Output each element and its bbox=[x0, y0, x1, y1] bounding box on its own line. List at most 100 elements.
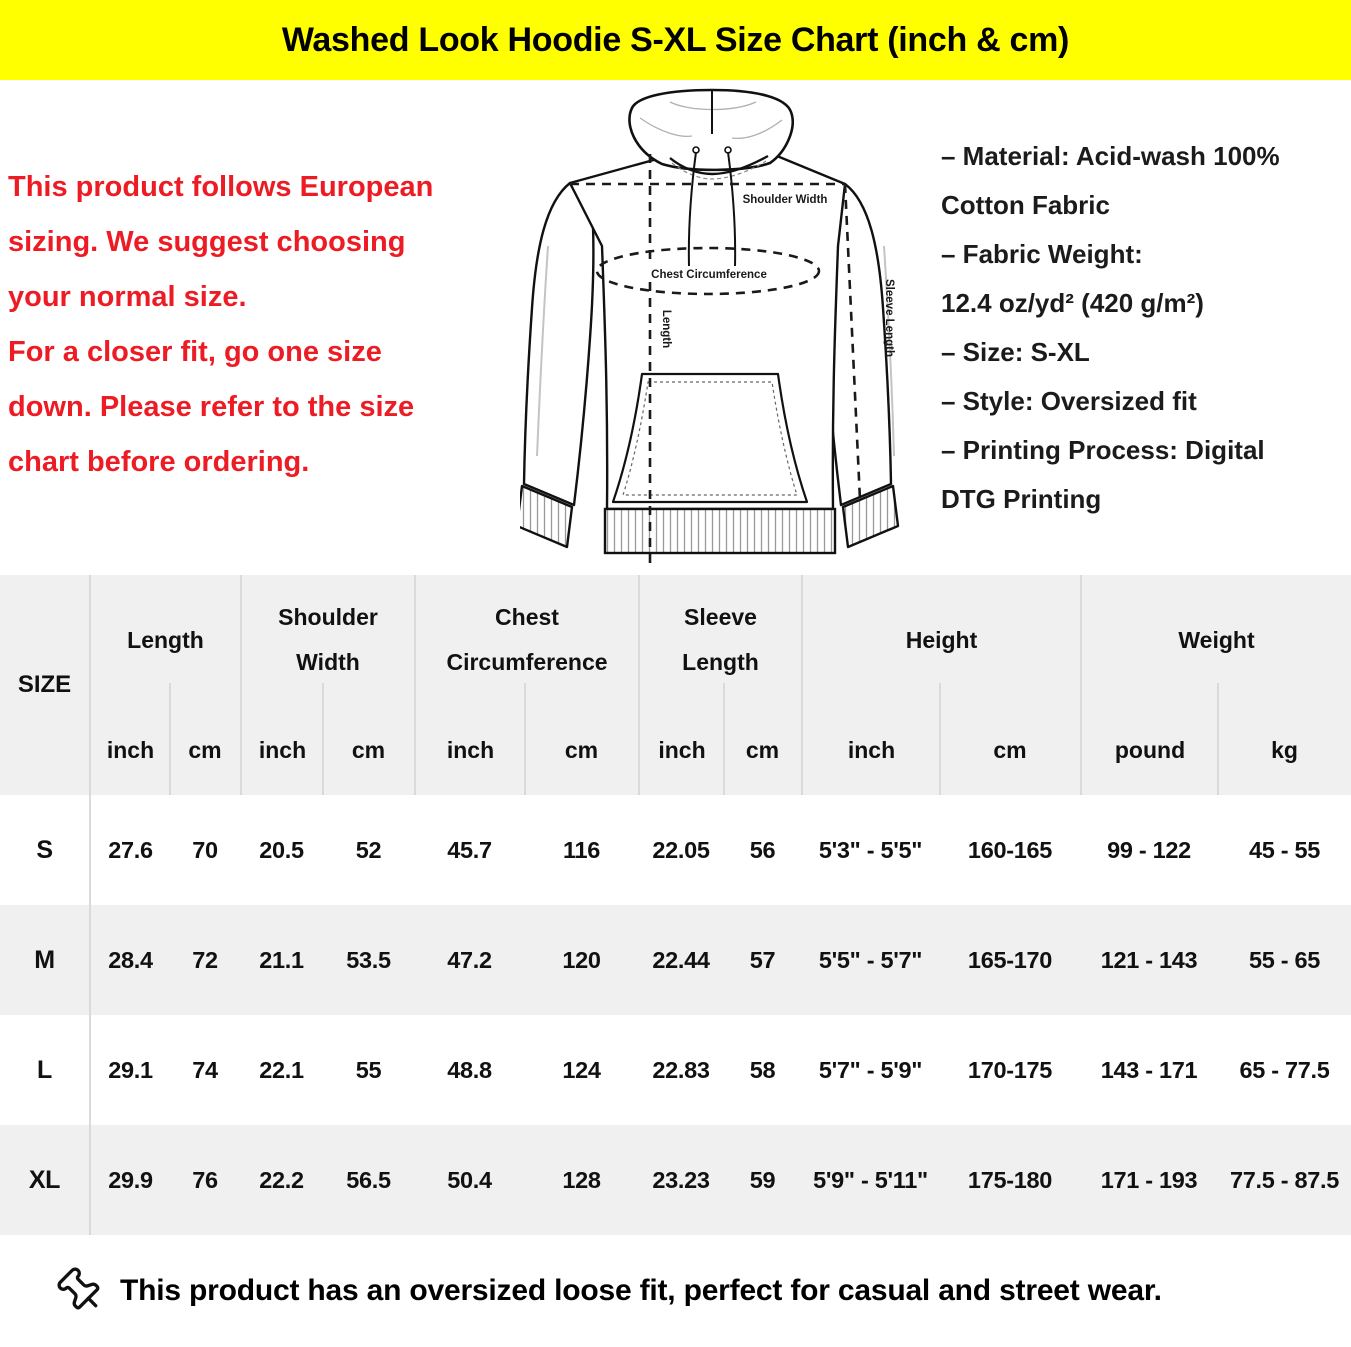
shoulder-width-label: Shoulder Width bbox=[743, 194, 828, 206]
group-header-length: Length bbox=[89, 575, 240, 705]
table-cell: 5'3" - 5'5" bbox=[818, 836, 923, 863]
table-cell: 65 - 77.5 bbox=[1239, 1056, 1330, 1083]
table-cell: 27.6 bbox=[89, 795, 170, 905]
unit-header: pound bbox=[1080, 705, 1218, 795]
sizing-note-line: your normal size. bbox=[8, 281, 247, 313]
size-label: XL bbox=[28, 1165, 61, 1194]
table-cell: 45.7 bbox=[447, 836, 492, 863]
sizing-note-line: down. Please refer to the size bbox=[8, 391, 415, 423]
unit-header: inch bbox=[801, 705, 940, 795]
sleeve-length-label: Sleeve Length bbox=[883, 279, 895, 357]
table-cell: 56 bbox=[749, 836, 776, 863]
table-cell: 99 - 122 bbox=[1107, 836, 1191, 863]
unit-header: cm bbox=[723, 683, 801, 795]
unit-header: inch bbox=[240, 705, 323, 795]
table-cell: 170-175 bbox=[967, 1056, 1053, 1083]
title-banner: Washed Look Hoodie S-XL Size Chart (inch… bbox=[0, 0, 1351, 80]
detail-line: – Material: Acid-wash 100% bbox=[941, 141, 1280, 171]
table-cell: 171 - 193 bbox=[1100, 1166, 1198, 1193]
table-cell: 23.23 bbox=[652, 1166, 710, 1193]
table-cell: 5'7" - 5'9" bbox=[818, 1056, 923, 1083]
table-cell: 50.4 bbox=[447, 1166, 492, 1193]
group-label: Height bbox=[905, 626, 978, 653]
table-cell: 29.9 bbox=[89, 1125, 170, 1235]
sizing-note-line: chart before ordering. bbox=[8, 446, 310, 478]
table-cell: 70 bbox=[192, 836, 218, 863]
table-cell: 57 bbox=[749, 946, 776, 973]
table-cell: 22.83 bbox=[652, 1056, 710, 1083]
table-cell: 160-165 bbox=[967, 836, 1053, 863]
table-cell: 128 bbox=[562, 1166, 601, 1193]
table-cell: 45 - 55 bbox=[1248, 836, 1321, 863]
table-cell: 21.1 bbox=[259, 946, 304, 973]
table-cell: 22.44 bbox=[652, 946, 710, 973]
intro-section: This product follows European sizing. We… bbox=[0, 80, 1351, 575]
size-label: M bbox=[34, 945, 55, 974]
length-label: Length bbox=[660, 310, 672, 348]
detail-line: – Style: Oversized fit bbox=[941, 386, 1197, 416]
unit-header: cm bbox=[939, 683, 1080, 795]
table-cell: 124 bbox=[562, 1056, 601, 1083]
table-cell: 77.5 - 87.5 bbox=[1229, 1166, 1340, 1193]
table-cell: 59 bbox=[749, 1166, 776, 1193]
chest-circumference-label: Chest Circumference bbox=[651, 269, 767, 281]
table-cell: 5'9" - 5'11" bbox=[813, 1166, 928, 1193]
size-row-m: M 28.4 72 21.1 53.5 47.2 120 22.44 57 5'… bbox=[0, 905, 1351, 1015]
table-cell: 74 bbox=[192, 1056, 218, 1083]
size-table-header: SIZE Length Shoulder Width Chest Circumf… bbox=[0, 575, 1351, 795]
group-header-sleeve-length: Sleeve Length bbox=[638, 575, 801, 705]
table-cell: 56.5 bbox=[346, 1166, 391, 1193]
unit-header: cm bbox=[169, 683, 240, 795]
table-cell: 22.1 bbox=[259, 1056, 304, 1083]
size-row-l: L 29.1 74 22.1 55 48.8 124 22.83 58 5'7"… bbox=[0, 1015, 1351, 1125]
unit-header: cm bbox=[524, 683, 638, 795]
table-cell: 116 bbox=[562, 836, 600, 863]
unit-header: inch bbox=[414, 705, 525, 795]
sizing-note: This product follows European sizing. We… bbox=[8, 160, 523, 490]
size-column-header: SIZE bbox=[17, 671, 72, 698]
unit-header: inch bbox=[638, 705, 724, 795]
size-table: SIZE Length Shoulder Width Chest Circumf… bbox=[0, 575, 1351, 1235]
table-cell: 55 bbox=[355, 1056, 382, 1083]
size-row-s: S 27.6 70 20.5 52 45.7 116 22.05 56 5'3"… bbox=[0, 795, 1351, 905]
sleeve-length-line bbox=[843, 183, 862, 501]
table-cell: 47.2 bbox=[447, 946, 492, 973]
table-cell: 28.4 bbox=[89, 905, 170, 1015]
detail-line: – Printing Process: Digital bbox=[941, 435, 1265, 465]
sizing-note-line: This product follows European bbox=[8, 171, 434, 203]
group-label: Sleeve Length bbox=[682, 604, 759, 675]
group-header-weight: Weight bbox=[1080, 575, 1351, 705]
table-cell: 165-170 bbox=[967, 946, 1053, 973]
chest-circumference-ellipse bbox=[595, 246, 821, 296]
table-cell: 120 bbox=[562, 946, 601, 973]
table-cell: 72 bbox=[192, 946, 218, 973]
table-cell: 53.5 bbox=[346, 946, 391, 973]
detail-line: DTG Printing bbox=[941, 484, 1102, 514]
table-cell: 48.8 bbox=[447, 1056, 492, 1083]
table-cell: 76 bbox=[192, 1166, 218, 1193]
group-header-shoulder-width: Shoulder Width bbox=[240, 575, 414, 705]
detail-line: – Fabric Weight: bbox=[941, 239, 1143, 269]
size-label: S bbox=[36, 835, 53, 864]
hoodie-sketch: Shoulder Width Chest Circumference Lengt… bbox=[520, 88, 900, 566]
table-cell: 175-180 bbox=[967, 1166, 1053, 1193]
fit-note-text: This product has an oversized loose fit,… bbox=[120, 1274, 1162, 1307]
table-cell: 29.1 bbox=[89, 1015, 170, 1125]
table-cell: 143 - 171 bbox=[1100, 1056, 1198, 1083]
group-label: Weight bbox=[1178, 626, 1255, 653]
group-header-chest-circumference: Chest Circumference bbox=[414, 575, 638, 705]
page-title: Washed Look Hoodie S-XL Size Chart (inch… bbox=[281, 20, 1070, 59]
group-label: Shoulder Width bbox=[278, 604, 378, 675]
table-cell: 20.5 bbox=[259, 836, 304, 863]
sizing-note-line: For a closer fit, go one size bbox=[8, 336, 382, 368]
fit-note: This product has an oversized loose fit,… bbox=[0, 1235, 1351, 1347]
table-cell: 58 bbox=[749, 1056, 776, 1083]
table-cell: 55 - 65 bbox=[1248, 946, 1321, 973]
table-cell: 52 bbox=[355, 836, 382, 863]
table-cell: 5'5" - 5'7" bbox=[818, 946, 923, 973]
unit-header: cm bbox=[322, 683, 414, 795]
detail-line: Cotton Fabric bbox=[941, 190, 1110, 220]
unit-header: inch bbox=[89, 705, 170, 795]
unit-header: kg bbox=[1217, 683, 1351, 795]
detail-line: – Size: S-XL bbox=[941, 337, 1090, 367]
